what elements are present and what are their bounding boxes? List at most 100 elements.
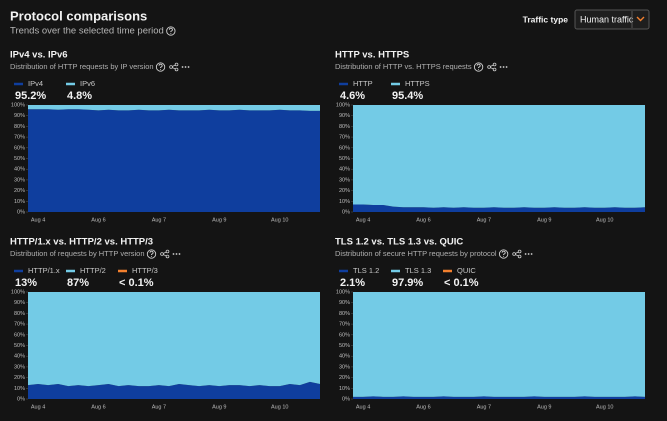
y-tick-label: 40% — [339, 167, 350, 173]
more-dot[interactable] — [527, 253, 530, 255]
share-node[interactable] — [165, 254, 170, 259]
more-dot[interactable] — [499, 66, 502, 68]
y-tick-label: 30% — [14, 364, 25, 370]
select-box[interactable] — [574, 9, 650, 30]
legend-label: HTTP — [353, 79, 373, 88]
help-dot[interactable] — [478, 68, 480, 70]
more-icon[interactable] — [499, 66, 508, 68]
share-node[interactable] — [169, 65, 173, 69]
help-circle[interactable] — [473, 62, 484, 72]
share-node[interactable] — [174, 62, 179, 67]
more-dot[interactable] — [530, 253, 533, 255]
share-node[interactable] — [492, 62, 497, 67]
x-tick-label: Aug 6 — [91, 404, 105, 410]
more-icon[interactable] — [181, 66, 190, 68]
chart-title: TLS 1.2 vs. TLS 1.3 vs. QUIC — [335, 237, 463, 248]
y-tick-label: 10% — [339, 386, 350, 392]
share-node[interactable] — [487, 65, 491, 69]
more-icon[interactable] — [524, 253, 533, 255]
x-tick-label: Aug 6 — [416, 217, 430, 223]
help-dot[interactable] — [160, 68, 162, 70]
share-icon[interactable] — [487, 62, 497, 72]
share-icon[interactable] — [512, 249, 522, 259]
y-tick-label: 30% — [339, 177, 350, 183]
help-icon[interactable] — [155, 62, 166, 72]
more-dot[interactable] — [175, 253, 178, 255]
y-tick-label: 80% — [339, 124, 350, 130]
help-circle[interactable] — [155, 62, 166, 72]
more-dot[interactable] — [502, 66, 505, 68]
x-tick-label: Aug 10 — [596, 404, 613, 410]
select-value[interactable]: Human traffic — [580, 14, 634, 24]
y-tick-label: 20% — [339, 188, 350, 194]
help-icon[interactable] — [473, 62, 484, 72]
help-dot[interactable] — [503, 255, 505, 257]
y-tick-label: 10% — [339, 199, 350, 205]
share-icon[interactable] — [169, 62, 179, 72]
x-tick-label: Aug 4 — [356, 217, 370, 223]
y-tick-label: 30% — [339, 364, 350, 370]
more-dot[interactable] — [172, 253, 175, 255]
help-dot[interactable] — [170, 32, 172, 34]
traffic-type-select[interactable]: Human traffic — [574, 9, 650, 30]
legend-label: HTTP/2 — [80, 266, 106, 275]
x-tick-label: Aug 7 — [477, 404, 491, 410]
select-chevron[interactable] — [636, 16, 645, 22]
more-dot[interactable] — [178, 253, 181, 255]
help-icon[interactable] — [146, 249, 157, 259]
help-circle[interactable] — [166, 26, 176, 36]
more-dot[interactable] — [184, 66, 187, 68]
more-dot[interactable] — [181, 66, 184, 68]
y-tick-label: 90% — [339, 300, 350, 306]
y-tick-label: 30% — [14, 177, 25, 183]
chart-subtitle: Distribution of HTTP requests by IP vers… — [10, 62, 154, 71]
legend-summary: 2.1% — [340, 277, 365, 289]
share-node[interactable] — [174, 67, 179, 72]
y-tick-label: 100% — [336, 289, 350, 295]
more-dot[interactable] — [187, 66, 190, 68]
y-tick-label: 0% — [17, 209, 25, 215]
more-dot[interactable] — [505, 66, 508, 68]
x-tick-label: Aug 9 — [212, 217, 226, 223]
legend-summary: 87% — [67, 277, 89, 289]
more-icon[interactable] — [172, 253, 181, 255]
y-tick-label: 70% — [14, 322, 25, 328]
help-dot[interactable] — [151, 255, 152, 257]
area — [28, 109, 320, 212]
area — [353, 292, 645, 397]
x-tick-label: Aug 7 — [152, 404, 166, 410]
share-node[interactable] — [160, 252, 164, 256]
more-dot[interactable] — [524, 253, 527, 255]
legend-summary: < 0.1% — [444, 277, 479, 289]
help-circle[interactable] — [146, 249, 157, 259]
y-tick-label: 40% — [14, 354, 25, 360]
x-tick-label: Aug 9 — [537, 404, 551, 410]
traffic-type-label: Traffic type — [523, 14, 569, 24]
share-node[interactable] — [517, 249, 522, 254]
share-node[interactable] — [492, 67, 497, 72]
help-glyph[interactable] — [168, 27, 173, 32]
share-node[interactable] — [165, 249, 170, 254]
help-glyph[interactable] — [158, 63, 163, 68]
y-tick-label: 80% — [14, 124, 25, 130]
legend-summary: 4.6% — [340, 90, 365, 102]
share-node[interactable] — [517, 254, 522, 259]
x-tick-label: Aug 9 — [537, 217, 551, 223]
help-glyph[interactable] — [501, 250, 506, 255]
area — [353, 396, 645, 399]
x-tick-label: Aug 6 — [91, 217, 105, 223]
help-icon[interactable] — [166, 26, 176, 36]
chart-title: HTTP/1.x vs. HTTP/2 vs. HTTP/3 — [10, 237, 153, 248]
help-glyph[interactable] — [149, 250, 154, 255]
share-node[interactable] — [512, 252, 516, 256]
area — [353, 204, 645, 212]
help-circle[interactable] — [498, 249, 509, 259]
legend-label: QUIC — [457, 266, 476, 275]
help-icon[interactable] — [498, 249, 509, 259]
y-tick-label: 20% — [339, 375, 350, 381]
y-tick-label: 90% — [339, 113, 350, 119]
x-tick-label: Aug 4 — [31, 217, 45, 223]
help-glyph[interactable] — [476, 63, 481, 68]
share-icon[interactable] — [160, 249, 170, 259]
